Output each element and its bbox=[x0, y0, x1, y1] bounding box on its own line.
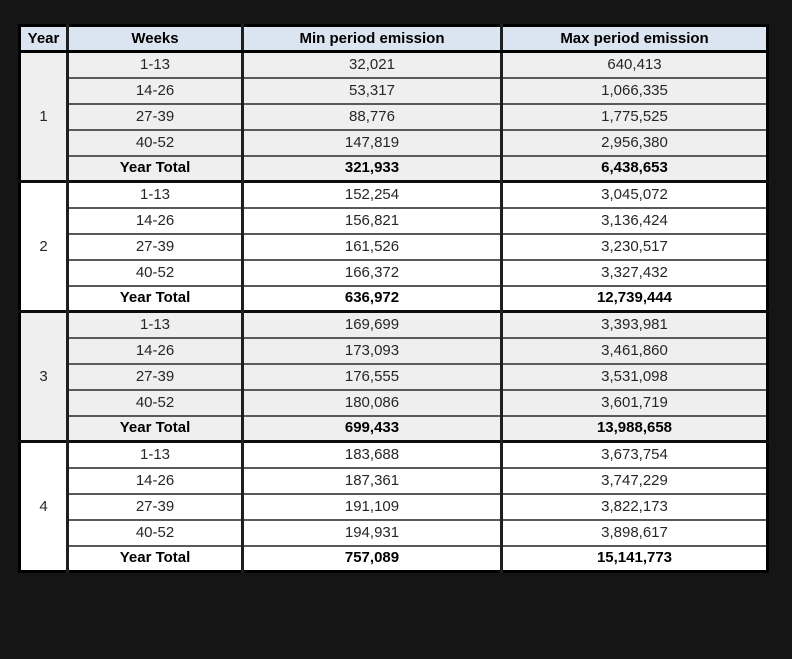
cell-min: 152,254 bbox=[241, 180, 502, 208]
total-max: 15,141,773 bbox=[500, 544, 768, 572]
cell-max: 640,413 bbox=[500, 50, 768, 78]
total-label: Year Total bbox=[66, 284, 243, 312]
cell-min: 53,317 bbox=[241, 76, 502, 104]
cell-max: 3,822,173 bbox=[500, 492, 768, 520]
cell-max: 3,531,098 bbox=[500, 362, 768, 390]
table-row: 27-39 191,109 3,822,173 bbox=[20, 492, 768, 520]
total-label: Year Total bbox=[66, 544, 243, 572]
total-max: 13,988,658 bbox=[500, 414, 768, 442]
cell-min: 194,931 bbox=[241, 518, 502, 546]
header-cell-max: Max period emission bbox=[500, 25, 768, 53]
cell-max: 1,775,525 bbox=[500, 102, 768, 130]
year-cell: 4 bbox=[19, 440, 68, 572]
year-total-row: Year Total 699,433 13,988,658 bbox=[20, 414, 768, 442]
year-total-row: Year Total 636,972 12,739,444 bbox=[20, 284, 768, 312]
cell-weeks: 14-26 bbox=[66, 206, 243, 234]
year-block-1: 1 1-13 32,021 640,413 14-26 53,317 1,066… bbox=[19, 50, 768, 182]
cell-min: 176,555 bbox=[241, 362, 502, 390]
total-min: 757,089 bbox=[241, 544, 502, 572]
cell-min: 183,688 bbox=[241, 440, 502, 468]
table-row: 14-26 53,317 1,066,335 bbox=[20, 76, 768, 104]
cell-min: 88,776 bbox=[241, 102, 502, 130]
table-row: 27-39 161,526 3,230,517 bbox=[20, 232, 768, 260]
cell-min: 161,526 bbox=[241, 232, 502, 260]
cell-weeks: 40-52 bbox=[66, 518, 243, 546]
cell-min: 187,361 bbox=[241, 466, 502, 494]
table-row: 40-52 147,819 2,956,380 bbox=[20, 128, 768, 156]
cell-max: 3,045,072 bbox=[500, 180, 768, 208]
year-cell: 2 bbox=[19, 180, 68, 312]
cell-weeks: 27-39 bbox=[66, 102, 243, 130]
table-row: 1 1-13 32,021 640,413 bbox=[19, 50, 768, 182]
cell-min: 173,093 bbox=[241, 336, 502, 364]
cell-max: 3,136,424 bbox=[500, 206, 768, 234]
table-row: 40-52 166,372 3,327,432 bbox=[20, 258, 768, 286]
table-row: 27-39 88,776 1,775,525 bbox=[20, 102, 768, 130]
cell-max: 3,601,719 bbox=[500, 388, 768, 416]
cell-weeks: 1-13 bbox=[66, 440, 243, 468]
cell-weeks: 40-52 bbox=[66, 258, 243, 286]
total-max: 6,438,653 bbox=[500, 154, 768, 182]
cell-min: 147,819 bbox=[241, 128, 502, 156]
cell-max: 3,393,981 bbox=[500, 310, 768, 338]
cell-weeks: 27-39 bbox=[66, 492, 243, 520]
table-row: 14-26 173,093 3,461,860 bbox=[20, 336, 768, 364]
total-min: 321,933 bbox=[241, 154, 502, 182]
year-total-row: Year Total 757,089 15,141,773 bbox=[20, 544, 768, 572]
total-min: 636,972 bbox=[241, 284, 502, 312]
year-block-3: 3 1-13 169,699 3,393,981 14-26 173,093 3… bbox=[19, 310, 768, 442]
year-block-2: 2 1-13 152,254 3,045,072 14-26 156,821 3… bbox=[19, 180, 768, 312]
cell-max: 3,461,860 bbox=[500, 336, 768, 364]
emission-table: Year Weeks Min period emission Max perio… bbox=[18, 24, 769, 573]
header-cell-year: Year bbox=[19, 25, 68, 53]
cell-weeks: 40-52 bbox=[66, 128, 243, 156]
table-row: 3 1-13 169,699 3,393,981 bbox=[19, 310, 768, 442]
cell-weeks: 1-13 bbox=[66, 180, 243, 208]
cell-max: 2,956,380 bbox=[500, 128, 768, 156]
year-cell: 1 bbox=[19, 50, 68, 182]
cell-weeks: 27-39 bbox=[66, 232, 243, 260]
cell-weeks: 14-26 bbox=[66, 466, 243, 494]
header-cell-min: Min period emission bbox=[241, 25, 502, 53]
table-row: 40-52 180,086 3,601,719 bbox=[20, 388, 768, 416]
cell-max: 3,673,754 bbox=[500, 440, 768, 468]
table-row: 2 1-13 152,254 3,045,072 bbox=[19, 180, 768, 312]
cell-max: 1,066,335 bbox=[500, 76, 768, 104]
year-block-4: 4 1-13 183,688 3,673,754 14-26 187,361 3… bbox=[19, 440, 768, 572]
year-total-row: Year Total 321,933 6,438,653 bbox=[20, 154, 768, 182]
cell-min: 191,109 bbox=[241, 492, 502, 520]
total-min: 699,433 bbox=[241, 414, 502, 442]
cell-weeks: 27-39 bbox=[66, 362, 243, 390]
cell-max: 3,898,617 bbox=[500, 518, 768, 546]
total-max: 12,739,444 bbox=[500, 284, 768, 312]
cell-min: 166,372 bbox=[241, 258, 502, 286]
table-row: 27-39 176,555 3,531,098 bbox=[20, 362, 768, 390]
table-row: 14-26 187,361 3,747,229 bbox=[20, 466, 768, 494]
cell-min: 180,086 bbox=[241, 388, 502, 416]
cell-weeks: 14-26 bbox=[66, 336, 243, 364]
table-row: 14-26 156,821 3,136,424 bbox=[20, 206, 768, 234]
cell-min: 32,021 bbox=[241, 50, 502, 78]
cell-weeks: 1-13 bbox=[66, 310, 243, 338]
cell-weeks: 40-52 bbox=[66, 388, 243, 416]
table-row: 40-52 194,931 3,898,617 bbox=[20, 518, 768, 546]
header-row: Year Weeks Min period emission Max perio… bbox=[19, 25, 768, 53]
cell-weeks: 14-26 bbox=[66, 76, 243, 104]
cell-weeks: 1-13 bbox=[66, 50, 243, 78]
table-row: 4 1-13 183,688 3,673,754 bbox=[19, 440, 768, 572]
cell-max: 3,327,432 bbox=[500, 258, 768, 286]
cell-min: 156,821 bbox=[241, 206, 502, 234]
total-label: Year Total bbox=[66, 414, 243, 442]
header-cell-weeks: Weeks bbox=[66, 25, 243, 53]
year-cell: 3 bbox=[19, 310, 68, 442]
cell-max: 3,747,229 bbox=[500, 466, 768, 494]
cell-min: 169,699 bbox=[241, 310, 502, 338]
cell-max: 3,230,517 bbox=[500, 232, 768, 260]
total-label: Year Total bbox=[66, 154, 243, 182]
